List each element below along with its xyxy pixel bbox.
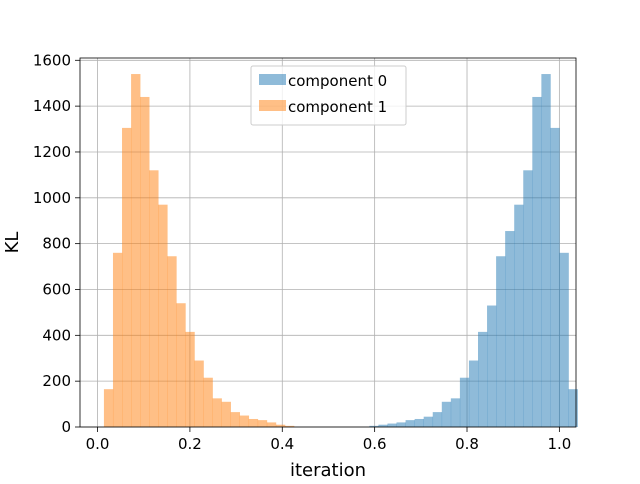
x-tick-label: 0.8 [455,435,479,453]
histogram-bar [423,416,434,427]
legend-box [250,65,407,126]
histogram-bar [185,331,195,427]
y-tick-label: 400 [42,326,71,344]
histogram-bar [496,256,506,427]
series-0-bars [369,74,578,428]
histogram-bar [266,422,277,427]
histogram-bar [432,412,443,427]
histogram-bar [450,398,461,427]
histogram-bar [203,377,213,427]
y-tick-label: 200 [42,372,71,390]
legend-label-0: component 0 [288,72,387,90]
y-tick-label: 1600 [33,51,71,69]
histogram-bar [459,377,470,427]
histogram-bar [396,422,406,427]
legend-swatch-0 [259,74,286,85]
x-tick-label: 0.4 [270,435,294,453]
plot-frame [79,57,577,428]
histogram-bar [478,331,488,427]
histogram-bar [414,418,424,427]
histogram-bar [387,423,397,427]
histogram-bar [122,127,132,428]
histogram-bar [230,412,240,427]
histogram-bar [550,127,560,428]
y-tick-label: 800 [42,235,71,253]
histogram-bar [468,360,479,427]
histogram-bar [568,389,578,427]
x-axis-ticks: 0.0 0.2 0.4 0.6 0.8 1.0 [86,427,571,453]
x-tick-label: 1.0 [547,435,571,453]
x-tick-label: 0.2 [178,435,202,453]
histogram-bar [487,305,497,427]
histogram-bars [103,74,578,428]
legend: component 0 component 1 [250,65,407,126]
histogram-bar [284,425,295,427]
y-tick-label: 1200 [33,143,71,161]
histogram-bar [523,170,533,427]
histogram-bar [532,96,542,427]
legend-label-1: component 1 [288,98,387,116]
histogram-bar [158,204,168,427]
histogram-bar [221,401,231,427]
y-tick-label: 1400 [33,97,71,115]
y-tick-label: 600 [42,280,71,298]
y-axis-ticks: 0 200 400 600 800 1000 1200 1400 1600 [33,51,80,436]
histogram-bar [257,420,268,427]
histogram-bar [378,424,388,427]
histogram-bar [239,415,250,427]
histogram-bar [131,74,141,427]
histogram-bar [176,303,186,427]
x-axis-label: iteration [290,460,366,480]
y-axis-label: KL [2,232,23,254]
histogram-bar [505,231,515,427]
x-tick-label: 0.0 [86,435,110,453]
histogram-bar [112,252,123,427]
x-tick-label: 0.6 [363,435,387,453]
histogram-bar [149,170,159,427]
histogram-bar [194,360,204,427]
histogram-bar [405,420,415,427]
histogram-bar [248,418,259,427]
histogram-bar [541,74,551,427]
histogram-bar [441,401,452,427]
histogram-bar [369,425,379,427]
histogram-bar [167,256,177,427]
legend-swatch-1 [259,100,286,111]
histogram-bar [140,96,150,427]
y-tick-label: 0 [61,418,71,436]
y-tick-label: 1000 [33,189,71,207]
histogram-bar [514,204,524,427]
histogram-bar [275,424,286,427]
histogram-bar [212,398,222,427]
series-1-bars [103,74,295,428]
histogram-bar [559,252,569,427]
histogram-bar [103,389,114,427]
